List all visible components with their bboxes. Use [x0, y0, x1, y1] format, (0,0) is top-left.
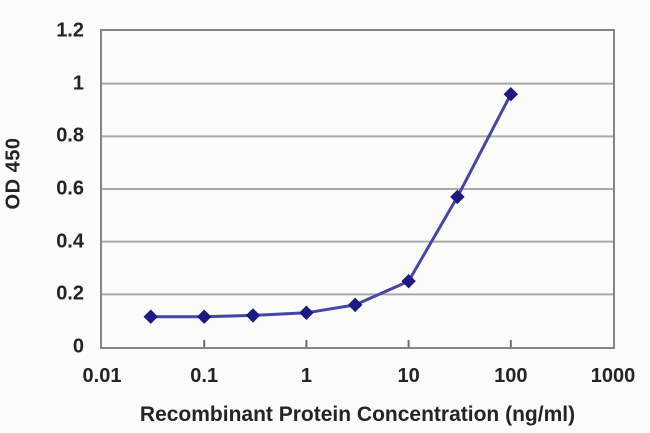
- data-point-marker: [503, 86, 519, 102]
- y-tick-label: 0.2: [56, 282, 84, 305]
- data-point-marker: [450, 189, 465, 205]
- x-axis-title: Recombinant Protein Concentration (ng/ml…: [139, 403, 576, 426]
- y-tick-label: 0.8: [56, 124, 84, 147]
- y-tick-label: 1.2: [56, 19, 84, 42]
- x-tick-label: 1: [300, 365, 312, 387]
- y-tick-label: 0.4: [56, 230, 84, 253]
- chart-canvas: [102, 82, 613, 347]
- data-point-marker: [143, 309, 158, 324]
- data-point-marker: [299, 305, 314, 320]
- x-tick-label: 10: [397, 365, 420, 387]
- y-tick-label: 1: [72, 72, 84, 95]
- x-tick-label: 0.01: [82, 365, 122, 387]
- x-tick-label: 0.1: [190, 365, 219, 387]
- x-tick-label: 100: [494, 365, 528, 387]
- plot-area: [100, 29, 615, 349]
- series-line: [149, 92, 513, 319]
- y-tick-label: 0: [72, 335, 84, 358]
- x-tick-label: 1000: [590, 365, 636, 387]
- data-point-marker: [245, 308, 261, 323]
- y-tick-label: 0.6: [56, 177, 84, 200]
- data-point-marker: [401, 273, 416, 289]
- data-point-marker: [347, 297, 363, 313]
- data-point-marker: [196, 309, 212, 324]
